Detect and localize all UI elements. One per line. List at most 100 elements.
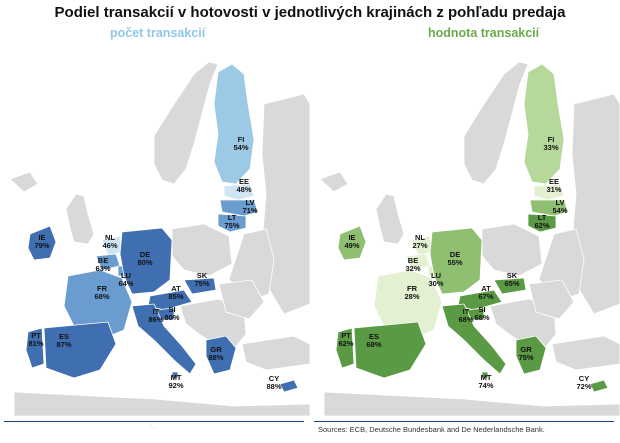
country-code-label: GR	[520, 345, 532, 354]
country-code-label: FR	[97, 284, 108, 293]
country-value-label: 75%	[194, 279, 209, 288]
non-eurozone-land	[65, 193, 95, 245]
country-it	[131, 303, 197, 375]
country-value-label: 63%	[95, 264, 110, 273]
country-fr	[373, 269, 443, 341]
country-code-label: SI	[478, 305, 485, 314]
country-code-label: PT	[31, 331, 41, 340]
country-value-label: 88%	[266, 382, 281, 391]
country-code-label: FR	[407, 284, 418, 293]
country-code-label: LV	[555, 198, 564, 207]
country-value-label: 31%	[546, 185, 561, 194]
country-gr	[515, 335, 547, 375]
country-value-label: 88%	[208, 353, 223, 362]
country-value-label: 68%	[94, 292, 109, 301]
country-lt	[217, 213, 247, 233]
country-ie	[337, 225, 367, 261]
country-lv	[219, 199, 259, 217]
footer-rule-left	[4, 421, 304, 422]
country-value-label: 27%	[412, 241, 427, 250]
country-code-label: BE	[408, 256, 418, 265]
europe-map-svg: FI33%EE31%LV54%LT62%IE49%NL27%BE32%LU30%…	[314, 44, 620, 416]
map-subtitle-count: počet transakcií	[110, 26, 206, 40]
country-value-label: 54%	[552, 206, 567, 215]
country-ie	[27, 225, 57, 261]
country-value-label: 72%	[576, 382, 591, 391]
country-code-label: CY	[579, 374, 589, 383]
country-value-label: 49%	[344, 241, 359, 250]
country-value-label: 79%	[34, 241, 49, 250]
country-es	[353, 321, 427, 379]
cropped-text-fragment: '. .	[150, 425, 157, 431]
country-value-label: 32%	[405, 264, 420, 273]
country-cy	[279, 379, 299, 393]
country-cy	[589, 379, 609, 393]
country-fr	[63, 269, 133, 341]
non-eurozone-land	[13, 391, 310, 416]
country-code-label: SK	[197, 271, 208, 280]
country-value-label: 85%	[168, 292, 183, 301]
country-gr	[205, 335, 237, 375]
map-subtitle-value: hodnota transakcií	[428, 26, 540, 40]
country-code-label: IT	[463, 307, 470, 316]
country-value-label: 75%	[224, 221, 239, 230]
country-value-label: 86%	[148, 315, 163, 324]
country-value-label: 64%	[118, 279, 133, 288]
country-value-label: 67%	[478, 292, 493, 301]
country-value-label: 87%	[56, 340, 71, 349]
country-code-label: SK	[507, 271, 518, 280]
country-de	[119, 227, 173, 295]
country-code-label: SI	[168, 305, 175, 314]
country-value-label: 92%	[168, 381, 183, 390]
country-mt	[171, 371, 179, 379]
country-code-label: FI	[548, 135, 555, 144]
non-eurozone-land	[551, 335, 620, 371]
country-value-label: 62%	[534, 221, 549, 230]
non-eurozone-land	[481, 223, 543, 277]
country-code-label: IT	[153, 307, 160, 316]
country-code-label: PT	[341, 331, 351, 340]
country-code-label: MT	[171, 373, 182, 382]
non-eurozone-land	[323, 391, 620, 416]
country-pt	[335, 327, 355, 369]
country-value-label: 68%	[474, 313, 489, 322]
country-code-label: EE	[549, 177, 559, 186]
country-lt	[527, 213, 557, 233]
map-value-transactions: FI 33% EE 31% LV 54% LT 62% IE 49% NL 27% BE 32% LU 30%…	[314, 44, 620, 416]
country-code-label: CY	[269, 374, 279, 383]
country-value-label: 68%	[458, 315, 473, 324]
country-code-label: LT	[538, 213, 547, 222]
country-value-label: 75%	[518, 353, 533, 362]
country-code-label: LU	[431, 271, 441, 280]
non-eurozone-land	[9, 171, 39, 193]
country-sk	[183, 277, 217, 295]
country-es	[43, 321, 117, 379]
country-it	[441, 303, 507, 375]
country-code-label: MT	[481, 373, 492, 382]
country-fi	[213, 63, 255, 185]
non-eurozone-land	[218, 279, 265, 320]
country-code-label: BE	[98, 256, 108, 265]
country-value-label: 68%	[366, 340, 381, 349]
country-fi	[523, 63, 565, 185]
country-pt	[25, 327, 45, 369]
country-code-label: IE	[348, 233, 355, 242]
country-code-label: AT	[481, 284, 491, 293]
country-code-label: DE	[140, 250, 150, 259]
country-value-label: 48%	[236, 185, 251, 194]
country-code-label: LT	[228, 213, 237, 222]
country-de	[429, 227, 483, 295]
non-eurozone-land	[375, 193, 405, 245]
country-value-label: 54%	[233, 143, 248, 152]
non-eurozone-land	[241, 335, 310, 371]
non-eurozone-land	[153, 61, 219, 185]
map-count-transactions: FI 54% EE 48% LV 71% LT 75% IE 79% NL 46% BE 63% LU 64%…	[4, 44, 310, 416]
page-title: Podiel transakcií v hotovosti v jednotli…	[54, 4, 566, 21]
country-lv	[529, 199, 569, 217]
country-value-label: 55%	[447, 258, 462, 267]
country-sk	[493, 277, 527, 295]
country-code-label: ES	[59, 332, 69, 341]
country-code-label: LV	[245, 198, 254, 207]
country-code-label: AT	[171, 284, 181, 293]
non-eurozone-land	[463, 61, 529, 185]
